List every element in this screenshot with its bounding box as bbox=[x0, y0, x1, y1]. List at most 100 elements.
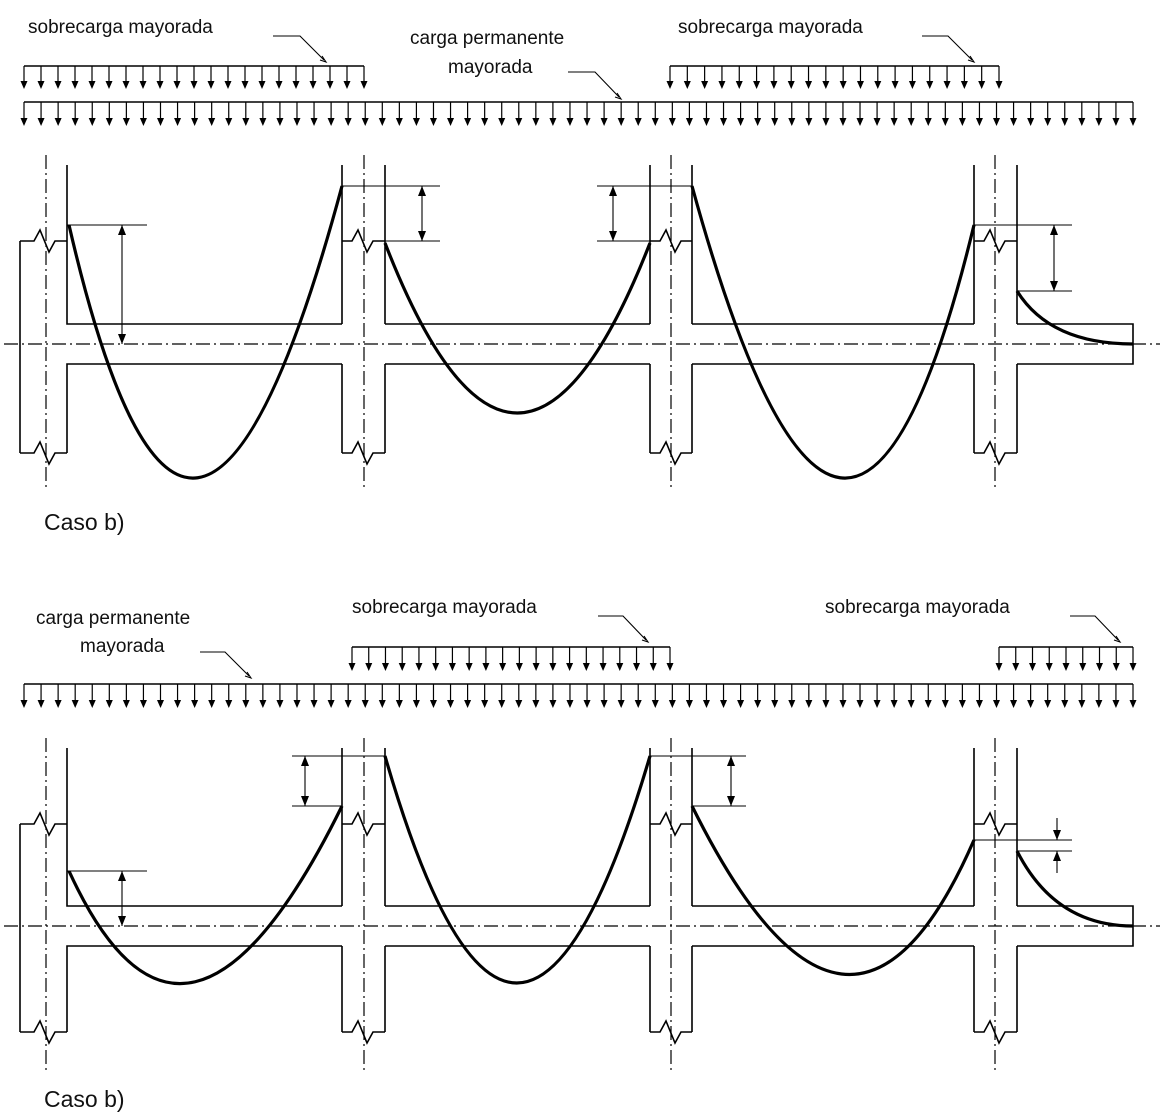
load-arrow-head bbox=[309, 81, 317, 89]
load-arrow-head bbox=[515, 700, 523, 708]
load-arrow-head bbox=[412, 700, 420, 708]
load-arrow-head bbox=[890, 700, 898, 708]
load-arrow-head bbox=[139, 700, 147, 708]
load-arrow-head bbox=[1045, 663, 1053, 671]
load-arrow-head bbox=[498, 118, 506, 126]
leader-arrow bbox=[614, 92, 623, 101]
beam-bottom-edge-span1 bbox=[66, 945, 342, 1032]
live-load-bar-right bbox=[995, 646, 1137, 671]
load-arrow-head bbox=[20, 118, 28, 126]
load-arrow-head bbox=[499, 663, 507, 671]
load-arrow-head bbox=[1112, 700, 1120, 708]
load-arrow-head bbox=[805, 118, 813, 126]
load-arrow-head bbox=[566, 118, 574, 126]
moment-curve-span1 bbox=[67, 805, 344, 986]
load-arrow-head bbox=[71, 118, 79, 126]
column-break-symbol bbox=[342, 440, 385, 466]
load-arrow-head bbox=[839, 81, 847, 89]
moment-curve-span3 bbox=[690, 805, 976, 976]
load-arrow-head bbox=[348, 663, 356, 671]
load-arrow-head bbox=[582, 663, 590, 671]
load-arrow-head bbox=[617, 700, 625, 708]
load-arrow-head bbox=[771, 118, 779, 126]
load-arrow-head bbox=[1027, 700, 1035, 708]
load-arrow-head bbox=[666, 81, 674, 89]
load-arrow-head bbox=[344, 118, 352, 126]
load-arrow-head bbox=[71, 700, 79, 708]
load-arrow-head bbox=[771, 700, 779, 708]
load-arrow-head bbox=[890, 118, 898, 126]
load-arrow-head bbox=[37, 700, 45, 708]
beam-edges-span2 bbox=[385, 323, 650, 365]
leader-arrow bbox=[967, 55, 976, 64]
load-arrow-head bbox=[344, 700, 352, 708]
load-arrow-head bbox=[276, 118, 284, 126]
load-arrow-head bbox=[737, 700, 745, 708]
leader-arrow bbox=[1113, 635, 1122, 644]
dim-arrowheads bbox=[727, 756, 735, 806]
leader-line bbox=[922, 35, 973, 61]
load-arrow-head bbox=[293, 118, 301, 126]
load-arrow-head bbox=[685, 700, 693, 708]
column-break-symbol bbox=[342, 1019, 385, 1045]
live-load-bar-mid bbox=[348, 646, 674, 671]
load-arrow-head bbox=[429, 700, 437, 708]
center-axes bbox=[4, 155, 1160, 490]
load-arrow-head bbox=[856, 700, 864, 708]
load-arrow-head bbox=[839, 700, 847, 708]
load-arrow-head bbox=[20, 700, 28, 708]
load-arrow-head bbox=[1095, 118, 1103, 126]
load-arrow-head bbox=[822, 700, 830, 708]
load-arrow-head bbox=[20, 81, 28, 89]
beam-edges-span3 bbox=[692, 323, 974, 365]
live-load-left-label: sobrecarga mayorada bbox=[28, 17, 213, 38]
moment-curve-cantilever bbox=[1015, 290, 1134, 346]
load-arrow-head bbox=[754, 700, 762, 708]
dim-extension bbox=[292, 755, 385, 807]
load-arrow-head bbox=[258, 81, 266, 89]
load-arrow-head bbox=[395, 700, 403, 708]
load-arrow-head bbox=[532, 118, 540, 126]
load-arrow-head bbox=[943, 81, 951, 89]
load-arrow-head bbox=[242, 700, 250, 708]
load-arrow-head bbox=[616, 663, 624, 671]
bending-moment-diagram bbox=[67, 185, 1134, 480]
load-arrow-head bbox=[398, 663, 406, 671]
beam-top-edge-span1 bbox=[66, 165, 342, 325]
load-arrow-head bbox=[788, 118, 796, 126]
load-arrow-head bbox=[515, 118, 523, 126]
leader-line bbox=[568, 71, 620, 98]
load-arrow-head bbox=[770, 81, 778, 89]
load-arrow-head bbox=[735, 81, 743, 89]
moment-dimension-markers bbox=[67, 755, 1072, 926]
live-load-right-label: sobrecarga mayorada bbox=[825, 597, 1010, 618]
load-arrow-head bbox=[327, 118, 335, 126]
load-arrow-head bbox=[122, 700, 130, 708]
permanent-load-label-line1: carga permanente bbox=[410, 28, 564, 49]
load-arrow-head bbox=[701, 81, 709, 89]
load-arrow-head bbox=[995, 663, 1003, 671]
dim-arrowheads bbox=[301, 756, 309, 806]
load-arrow-head bbox=[907, 118, 915, 126]
load-arrow-head bbox=[447, 700, 455, 708]
load-arrow-head bbox=[600, 118, 608, 126]
load-arrow-head bbox=[685, 118, 693, 126]
load-arrow-head bbox=[174, 118, 182, 126]
load-arrow-head bbox=[88, 700, 96, 708]
load-arrow-head bbox=[958, 118, 966, 126]
load-arrow-head bbox=[822, 118, 830, 126]
load-arrow-head bbox=[532, 700, 540, 708]
beam-edges-span2 bbox=[385, 905, 650, 947]
load-arrow-head bbox=[224, 81, 232, 89]
load-arrow-head bbox=[259, 700, 267, 708]
load-arrow-head bbox=[105, 700, 113, 708]
load-arrow-head bbox=[633, 663, 641, 671]
frame-outline bbox=[19, 748, 1134, 1045]
load-arrow-head bbox=[805, 81, 813, 89]
load-arrow-head bbox=[583, 700, 591, 708]
permanent-load-label-line2: mayorada bbox=[80, 636, 165, 657]
load-arrow-head bbox=[498, 700, 506, 708]
load-arrow-head bbox=[191, 118, 199, 126]
load-arrow-head bbox=[381, 663, 389, 671]
load-arrow-head bbox=[105, 81, 113, 89]
